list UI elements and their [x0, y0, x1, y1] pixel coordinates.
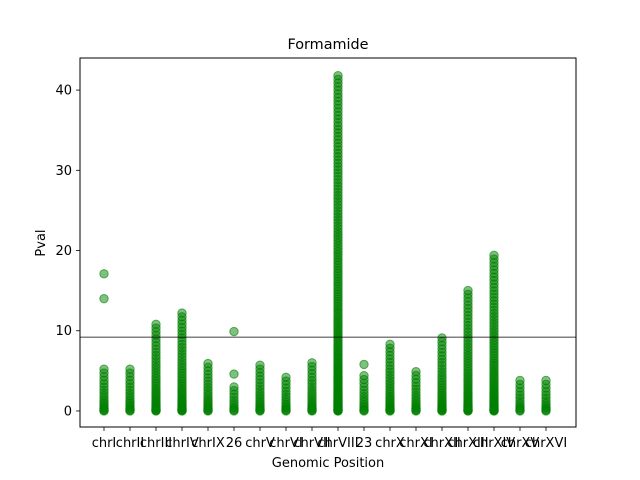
data-point	[359, 370, 369, 381]
x-tick-label: chrVIII	[317, 436, 358, 451]
data-point	[203, 358, 213, 369]
x-tick-label: chrXVI	[525, 436, 567, 451]
data-point	[437, 333, 447, 343]
x-tick-label: chrII	[116, 436, 144, 451]
x-tick-label: chrVI	[269, 436, 302, 451]
data-point	[307, 358, 317, 368]
data-point	[489, 250, 499, 261]
plot-frame	[79, 57, 577, 428]
x-tick-label: chrI	[92, 436, 117, 451]
x-axis-label: Genomic Position	[272, 456, 384, 471]
data-point	[229, 369, 239, 379]
y-tick-label: 30	[55, 164, 72, 179]
y-tick-label: 0	[64, 404, 72, 419]
data-point	[359, 359, 369, 370]
x-tick-label: chrIII	[140, 436, 172, 451]
x-tick-label: chrIX	[191, 436, 225, 451]
data-point	[411, 366, 421, 377]
x-tick-label: chrXIII	[447, 436, 488, 451]
data-point	[99, 269, 109, 279]
data-point	[125, 364, 135, 374]
data-point	[541, 375, 551, 386]
data-point	[333, 70, 343, 81]
x-tick-label: chrIV	[165, 436, 199, 451]
y-axis-label: Pval	[34, 229, 49, 256]
x-tick-label: chrVII	[293, 436, 330, 451]
x-tick-label: chrXIV	[473, 436, 515, 451]
x-tick-label: 23	[356, 436, 373, 451]
data-point	[177, 308, 187, 318]
x-tick-label: chrV	[245, 436, 275, 451]
chart-title: Formamide	[287, 37, 368, 53]
y-tick-label: 10	[55, 324, 72, 339]
data-point	[229, 326, 239, 337]
data-point	[385, 339, 395, 350]
data-point	[515, 375, 525, 386]
data-point	[255, 360, 265, 370]
x-tick-label: chrXI	[399, 436, 432, 451]
data-point	[463, 285, 473, 296]
x-tick-label: chrX	[375, 436, 405, 451]
data-point	[281, 372, 291, 382]
data-point	[99, 293, 109, 304]
y-tick-label: 20	[55, 244, 72, 259]
data-points	[99, 70, 551, 416]
data-point	[99, 364, 109, 374]
y-axis: 0 10 20 30 40	[55, 84, 80, 419]
data-point	[151, 319, 161, 330]
x-tick-label: 26	[226, 436, 243, 451]
x-tick-label: chrXII	[423, 436, 460, 451]
y-tick-label: 40	[55, 84, 72, 99]
x-tick-label: chrXV	[501, 436, 540, 451]
data-point	[229, 382, 239, 392]
